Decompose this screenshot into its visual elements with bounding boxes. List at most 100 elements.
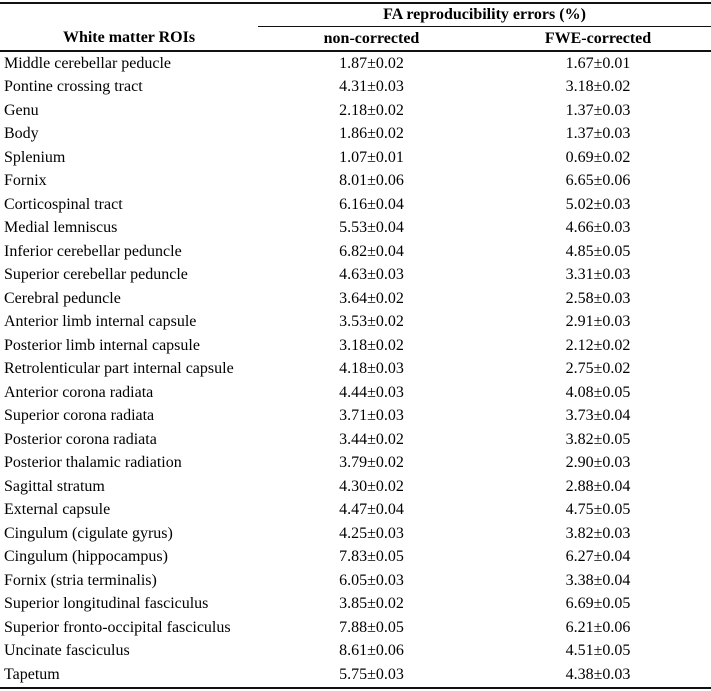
table-row: Posterior thalamic radiation 3.79±0.02 2.9… bbox=[0, 452, 711, 476]
non-corrected-cell: 4.30±0.02 bbox=[339, 477, 404, 495]
non-corrected-cell: 5.53±0.04 bbox=[339, 219, 404, 237]
fwe-corrected-cell: 4.85±0.05 bbox=[565, 242, 631, 260]
table-row: Pontine crossing tract 4.31±0.03 3.18±0.02 bbox=[0, 76, 711, 100]
roi-cell: Posterior limb internal capsule bbox=[4, 336, 200, 354]
non-corrected-cell: 4.44±0.03 bbox=[339, 383, 404, 401]
non-corrected-cell: 4.18±0.03 bbox=[339, 360, 404, 378]
roi-cell: Sagittal stratum bbox=[4, 477, 105, 495]
non-corrected-cell: 2.18±0.02 bbox=[339, 101, 404, 119]
fwe-corrected-cell: 1.37±0.03 bbox=[565, 101, 631, 119]
table-row: Retrolenticular part internal capsule 4.1… bbox=[0, 358, 711, 382]
fwe-corrected-cell: 2.12±0.02 bbox=[565, 336, 631, 354]
roi-cell: Posterior thalamic radiation bbox=[4, 454, 182, 472]
non-corrected-cell: 7.83±0.05 bbox=[339, 548, 404, 566]
non-corrected-cell: 4.31±0.03 bbox=[339, 78, 404, 96]
roi-cell: Cingulum (cigulate gyrus) bbox=[4, 524, 173, 542]
roi-cell: Superior fronto-occipital fasciculus bbox=[4, 618, 231, 636]
fwe-corrected-cell: 2.75±0.02 bbox=[565, 360, 631, 378]
table-row: Sagittal stratum 4.30±0.02 2.88±0.04 bbox=[0, 475, 711, 499]
fwe-corrected-cell: 3.82±0.03 bbox=[565, 524, 631, 542]
fwe-corrected-cell: 3.38±0.04 bbox=[565, 571, 631, 589]
span-header-row: FA reproducibility errors (%) bbox=[0, 3, 711, 27]
non-corrected-cell: 8.01±0.06 bbox=[339, 172, 404, 190]
roi-cell: External capsule bbox=[4, 501, 111, 519]
non-corrected-cell: 4.25±0.03 bbox=[339, 524, 404, 542]
table-row: Posterior limb internal capsule 3.18±0.02… bbox=[0, 334, 711, 358]
span-header-fa-errors: FA reproducibility errors (%) bbox=[258, 3, 711, 27]
fwe-corrected-cell: 1.37±0.03 bbox=[565, 125, 631, 143]
non-corrected-cell: 3.64±0.02 bbox=[339, 289, 404, 307]
fwe-corrected-cell: 3.82±0.05 bbox=[565, 430, 631, 448]
fwe-corrected-cell: 4.38±0.03 bbox=[565, 665, 631, 683]
fwe-corrected-cell: 2.58±0.03 bbox=[565, 289, 631, 307]
fwe-corrected-cell: 2.90±0.03 bbox=[565, 454, 631, 472]
roi-cell: Tapetum bbox=[4, 665, 60, 683]
fwe-corrected-cell: 3.31±0.03 bbox=[565, 266, 631, 284]
roi-cell: Anterior limb internal capsule bbox=[4, 313, 197, 331]
roi-cell: Superior cerebellar peduncle bbox=[4, 266, 188, 284]
fwe-corrected-cell: 6.69±0.05 bbox=[565, 595, 631, 613]
fwe-corrected-cell: 6.65±0.06 bbox=[565, 172, 631, 190]
non-corrected-cell: 5.75±0.03 bbox=[339, 665, 404, 683]
fwe-corrected-cell: 6.27±0.04 bbox=[565, 548, 631, 566]
fwe-corrected-cell: 6.21±0.06 bbox=[565, 618, 631, 636]
roi-cell: Splenium bbox=[4, 148, 66, 166]
fwe-corrected-cell: 3.73±0.04 bbox=[565, 407, 631, 425]
non-corrected-cell: 7.88±0.05 bbox=[339, 618, 404, 636]
table-row: Cingulum (hippocampus) 7.83±0.05 6.27±0.04 bbox=[0, 546, 711, 570]
fwe-corrected-cell: 2.91±0.03 bbox=[565, 313, 631, 331]
column-header-row: White matter ROIs non-corrected FWE-corr… bbox=[0, 26, 711, 52]
table-row: Middle cerebellar peducle 1.87±0.02 1.67±0… bbox=[0, 51, 711, 76]
column-header-fwe-corrected: FWE-corrected bbox=[485, 26, 711, 52]
non-corrected-cell: 3.79±0.02 bbox=[339, 454, 404, 472]
non-corrected-cell: 3.71±0.03 bbox=[339, 407, 404, 425]
table-row: Superior corona radiata 3.71±0.03 3.73±0.0… bbox=[0, 405, 711, 429]
non-corrected-cell: 1.86±0.02 bbox=[339, 125, 404, 143]
roi-cell: Corticospinal tract bbox=[4, 195, 123, 213]
roi-cell: Body bbox=[4, 125, 39, 143]
roi-cell: Fornix bbox=[4, 172, 47, 190]
roi-cell: Cingulum (hippocampus) bbox=[4, 548, 168, 566]
roi-cell: Medial lemniscus bbox=[4, 219, 118, 237]
table-row: Cerebral peduncle 3.64±0.02 2.58±0.03 bbox=[0, 287, 711, 311]
fwe-corrected-cell: 3.18±0.02 bbox=[565, 78, 631, 96]
table-row: Superior longitudinal fasciculus 3.85±0.0… bbox=[0, 593, 711, 617]
fwe-corrected-cell: 4.51±0.05 bbox=[565, 642, 631, 660]
roi-cell: Posterior corona radiata bbox=[4, 430, 157, 448]
roi-cell: Superior longitudinal fasciculus bbox=[4, 595, 209, 613]
table-row: Anterior limb internal capsule 3.53±0.02 2… bbox=[0, 311, 711, 335]
non-corrected-cell: 3.53±0.02 bbox=[339, 313, 404, 331]
fwe-corrected-cell: 4.08±0.05 bbox=[565, 383, 631, 401]
table-row: Tapetum 5.75±0.03 4.38±0.03 bbox=[0, 663, 711, 688]
roi-cell: Pontine crossing tract bbox=[4, 78, 143, 96]
table-body: Middle cerebellar peducle 1.87±0.02 1.67±0… bbox=[0, 51, 711, 688]
non-corrected-cell: 1.07±0.01 bbox=[339, 148, 404, 166]
empty-header-cell bbox=[0, 3, 258, 27]
fwe-corrected-cell: 4.66±0.03 bbox=[565, 219, 631, 237]
non-corrected-cell: 8.61±0.06 bbox=[339, 642, 404, 660]
roi-cell: Anterior corona radiata bbox=[4, 383, 154, 401]
non-corrected-cell: 3.18±0.02 bbox=[339, 336, 404, 354]
table-row: Fornix 8.01±0.06 6.65±0.06 bbox=[0, 170, 711, 194]
table-row: External capsule 4.47±0.04 4.75±0.05 bbox=[0, 499, 711, 523]
roi-cell: Uncinate fasciculus bbox=[4, 642, 130, 660]
fwe-corrected-cell: 2.88±0.04 bbox=[565, 477, 631, 495]
table-row: Corticospinal tract 6.16±0.04 5.02±0.03 bbox=[0, 193, 711, 217]
table-row: Posterior corona radiata 3.44±0.02 3.82±0.… bbox=[0, 428, 711, 452]
non-corrected-cell: 4.63±0.03 bbox=[339, 266, 404, 284]
roi-cell: Fornix (stria terminalis) bbox=[4, 571, 157, 589]
table-row: Splenium 1.07±0.01 0.69±0.02 bbox=[0, 146, 711, 170]
table-row: Superior fronto-occipital fasciculus 7.88… bbox=[0, 616, 711, 640]
non-corrected-cell: 1.87±0.02 bbox=[339, 54, 404, 72]
roi-cell: Inferior cerebellar peduncle bbox=[4, 242, 182, 260]
table-row: Uncinate fasciculus 8.61±0.06 4.51±0.05 bbox=[0, 640, 711, 664]
non-corrected-cell: 6.82±0.04 bbox=[339, 242, 404, 260]
table-row: Inferior cerebellar peduncle 6.82±0.04 4.8… bbox=[0, 240, 711, 264]
roi-cell: Cerebral peduncle bbox=[4, 289, 121, 307]
roi-cell: Middle cerebellar peducle bbox=[4, 54, 172, 72]
non-corrected-cell: 3.44±0.02 bbox=[339, 430, 404, 448]
table-header: FA reproducibility errors (%) White matt… bbox=[0, 3, 711, 52]
non-corrected-cell: 4.47±0.04 bbox=[339, 501, 404, 519]
non-corrected-cell: 6.16±0.04 bbox=[339, 195, 404, 213]
